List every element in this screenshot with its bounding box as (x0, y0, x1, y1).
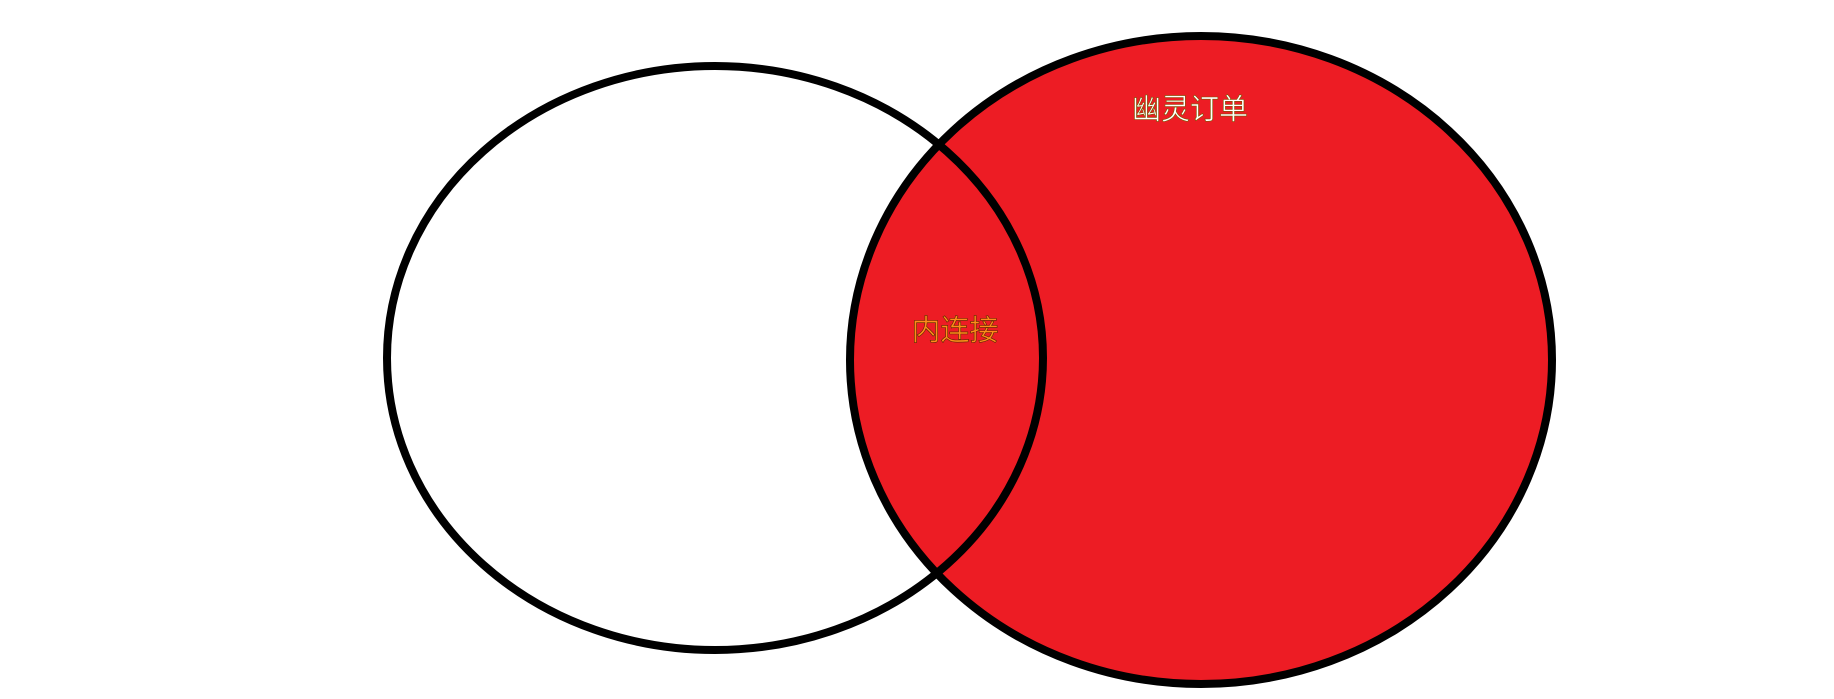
ghost-orders-label: 幽灵订单 (1132, 92, 1248, 126)
inner-join-label: 内连接 (911, 313, 998, 347)
left-circle-outline (383, 62, 1047, 654)
right-circle-outline (846, 32, 1556, 688)
right-circle-fill (850, 36, 1552, 684)
